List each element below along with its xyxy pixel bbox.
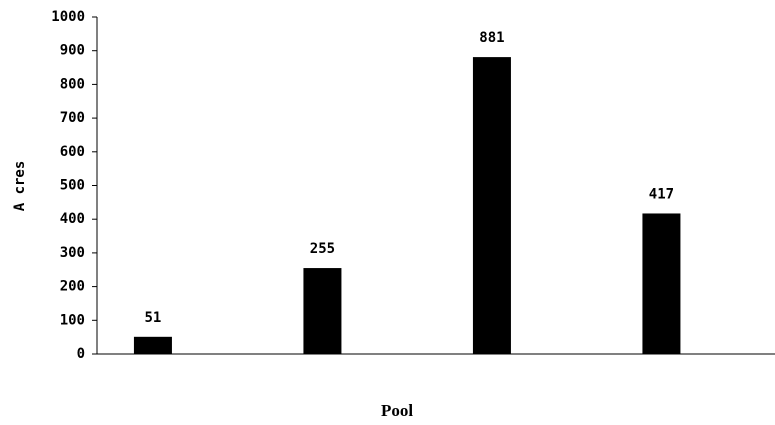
y-tick-label: 200: [60, 279, 85, 295]
bar: [303, 268, 342, 354]
y-tick-label: 800: [60, 76, 85, 92]
value-label: 255: [310, 241, 335, 257]
y-tick-label: 400: [60, 211, 85, 227]
y-tick-label: 1000: [51, 9, 85, 25]
value-label: 417: [649, 186, 674, 202]
value-label: 51: [145, 310, 162, 326]
y-tick-label: 900: [60, 43, 85, 59]
bar: [642, 213, 681, 354]
y-tick-label: 600: [60, 144, 85, 160]
y-tick-label: 0: [77, 346, 85, 362]
y-tick-label: 500: [60, 178, 85, 194]
y-tick-label: 700: [60, 110, 85, 126]
y-tick-label: 100: [60, 312, 85, 328]
y-axis-label: A cres: [12, 161, 28, 212]
bar: [472, 57, 511, 355]
y-tick-label: 300: [60, 245, 85, 261]
value-label: 881: [479, 30, 504, 46]
bar: [133, 336, 172, 354]
x-axis-label: Pool: [381, 401, 413, 420]
